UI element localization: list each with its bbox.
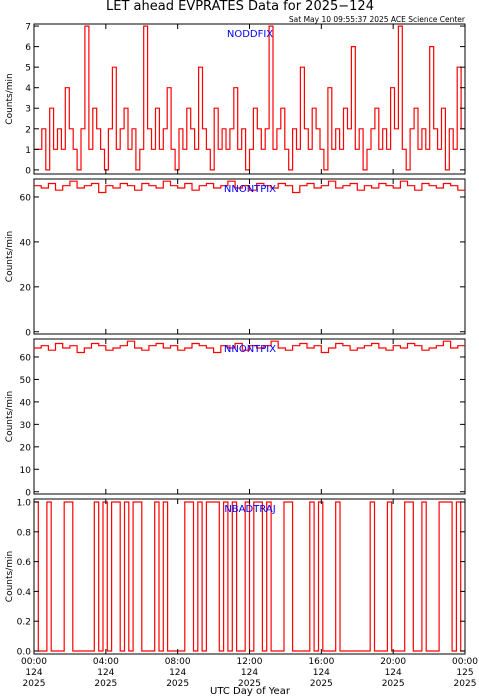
panel-3: 0 10 20 30 40 50 60 Counts/min NNONTPIX bbox=[5, 338, 466, 498]
y-tick-label: 1 bbox=[25, 146, 31, 156]
y-tick-label: 0.8 bbox=[17, 528, 32, 538]
y-tick-label: 20 bbox=[20, 443, 32, 453]
y-tick-label: 20 bbox=[20, 283, 32, 293]
y-axis-title: Counts/min bbox=[5, 231, 15, 282]
y-axis-title: Counts/min bbox=[5, 73, 15, 124]
y-tick-label: 0.4 bbox=[17, 588, 32, 598]
y-tick-label: 10 bbox=[20, 466, 32, 476]
panel-4: 0.0 0.2 0.4 0.6 0.8 1.0 Counts/min NBADTRAJ bbox=[5, 498, 466, 658]
x-axis-title: UTC Day of Year bbox=[210, 686, 291, 697]
y-tick-label: 40 bbox=[20, 238, 32, 248]
y-tick-label: 40 bbox=[20, 398, 32, 408]
x-tick-label: 2025 bbox=[166, 679, 189, 689]
x-tick-label: 124 bbox=[385, 668, 402, 678]
y-tick-label: 50 bbox=[20, 376, 32, 386]
y-tick-label: 0 bbox=[25, 488, 31, 498]
x-tick-label: 12:00 bbox=[237, 657, 263, 667]
panel-label: NNONTPIX bbox=[224, 184, 276, 195]
panel-label: NBADTRAJ bbox=[224, 504, 275, 515]
x-tick-label: 125 bbox=[456, 668, 473, 678]
y-tick-label: 5 bbox=[25, 64, 31, 74]
y-tick-label: 0.0 bbox=[17, 648, 32, 658]
y-tick-label: 4 bbox=[25, 84, 31, 94]
x-tick-label: 08:00 bbox=[165, 657, 191, 667]
panel-1: 0 1 2 3 4 5 6 7 Counts/min NODDFIX bbox=[5, 23, 466, 176]
plot-frame bbox=[33, 338, 466, 495]
x-tick-label: 124 bbox=[97, 668, 114, 678]
x-tick-label: 2025 bbox=[23, 679, 46, 689]
x-tick-label: 20:00 bbox=[380, 657, 406, 667]
y-axis-title: Counts/min bbox=[5, 391, 15, 442]
chart-title: LET ahead EVPRATES Data for 2025−124 bbox=[106, 0, 374, 14]
data-trace bbox=[34, 501, 465, 652]
panel-label: NNONTPIX bbox=[224, 344, 276, 355]
x-tick-label: 04:00 bbox=[93, 657, 119, 667]
y-tick-label: 1.0 bbox=[17, 498, 32, 508]
panel-label: NODDFIX bbox=[227, 29, 273, 40]
x-tick-label: 124 bbox=[313, 668, 330, 678]
x-tick-label: 124 bbox=[241, 668, 258, 678]
y-tick-label: 2 bbox=[25, 125, 31, 135]
y-tick-label: 0.6 bbox=[17, 558, 32, 568]
x-tick-label: 2025 bbox=[310, 679, 333, 689]
data-trace bbox=[34, 340, 465, 354]
data-trace bbox=[34, 180, 465, 194]
plot-frame bbox=[33, 178, 466, 335]
x-tick-label: 00:00 bbox=[21, 657, 47, 667]
y-tick-label: 7 bbox=[25, 23, 31, 33]
x-tick-label: 2025 bbox=[454, 679, 477, 689]
x-tick-label: 2025 bbox=[238, 679, 261, 689]
y-tick-label: 60 bbox=[20, 353, 32, 363]
x-tick-label: 2025 bbox=[382, 679, 405, 689]
panel-2: 0 20 40 60 Counts/min NNONTPIX bbox=[5, 178, 466, 338]
x-tick-label: 2025 bbox=[94, 679, 117, 689]
x-tick-label: 124 bbox=[25, 668, 42, 678]
y-tick-label: 0.2 bbox=[17, 618, 31, 628]
y-tick-label: 3 bbox=[25, 105, 31, 115]
y-tick-label: 30 bbox=[20, 421, 32, 431]
y-axis-title: Counts/min bbox=[5, 551, 15, 602]
y-tick-label: 60 bbox=[20, 193, 32, 203]
x-tick-label: 16:00 bbox=[308, 657, 334, 667]
data-trace bbox=[34, 25, 465, 171]
x-tick-label: 00:00 bbox=[452, 657, 478, 667]
generation-timestamp: Sat May 10 09:55:37 2025 ACE Science Cen… bbox=[289, 15, 466, 24]
y-tick-label: 0 bbox=[25, 328, 31, 338]
y-tick-label: 6 bbox=[25, 43, 31, 53]
y-tick-label: 0 bbox=[25, 166, 31, 176]
x-tick-label: 124 bbox=[169, 668, 186, 678]
